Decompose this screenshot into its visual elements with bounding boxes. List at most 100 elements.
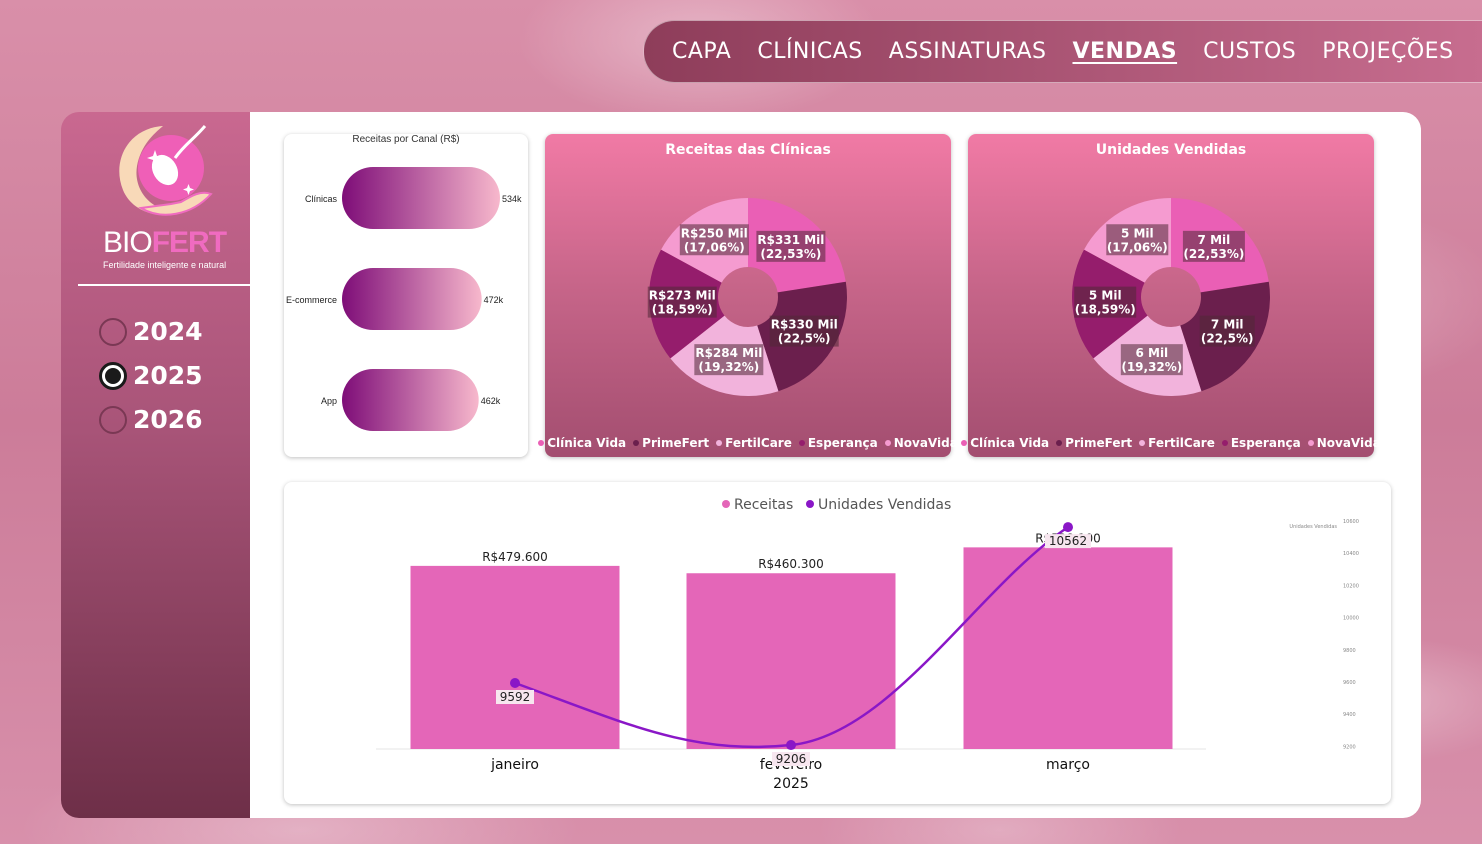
- channel-category-label: App: [321, 396, 337, 406]
- channel-chart-title: Receitas por Canal (R$): [352, 134, 460, 145]
- monthly-combo-chart: Receitas Unidades Vendidas R$479.600 janeir…: [376, 497, 1359, 792]
- month-tick-label: janeiro: [490, 757, 539, 773]
- radio-button[interactable]: [99, 361, 127, 390]
- units-point-label: 10562: [1049, 534, 1087, 548]
- pie-label-bg: [1199, 315, 1255, 347]
- legend-dot-receitas: [722, 500, 730, 508]
- nav-tab-1[interactable]: CLÍNICAS: [757, 39, 863, 64]
- revenue-bar: [963, 547, 1173, 749]
- year-label: 2024: [133, 317, 203, 346]
- legend-dot: [1221, 440, 1228, 446]
- legend-label: NovaVida: [1316, 436, 1381, 450]
- nav-tab-2[interactable]: ASSINATURAS: [888, 39, 1047, 64]
- radio-button[interactable]: [99, 317, 127, 346]
- legend-label: Clínica Vida: [547, 436, 627, 450]
- radio-button[interactable]: [99, 405, 127, 434]
- legend-item[interactable]: Clínica Vida: [961, 436, 1049, 450]
- legend-item[interactable]: NovaVida: [1307, 436, 1381, 450]
- legend-item[interactable]: Esperança: [798, 436, 878, 450]
- legend-item[interactable]: Clínica Vida: [538, 436, 626, 450]
- legend-item[interactable]: FertilCare: [716, 436, 792, 450]
- legend-dot: [1307, 440, 1314, 446]
- legend-item[interactable]: FertilCare: [1139, 436, 1215, 450]
- units-sold-card: Unidades Vendidas 7 Mil (22,53%) 7 Mil (22,…: [961, 134, 1381, 457]
- clinic-revenue-legend: Clínica Vida PrimeFert FertilCare Esperança…: [538, 436, 958, 450]
- legend-item[interactable]: NovaVida: [884, 436, 958, 450]
- legend-label: Esperança: [807, 436, 878, 450]
- units-sold-title: Unidades Vendidas: [1095, 142, 1247, 158]
- pie-data-label: R$330 Mil: [771, 318, 838, 332]
- secondary-axis-tick: 9800: [1343, 648, 1356, 654]
- pie-data-label: R$284 Mil: [695, 346, 762, 360]
- nav-tab-3[interactable]: VENDAS: [1072, 39, 1178, 64]
- legend-label: FertilCare: [725, 436, 792, 450]
- pie-data-label: (17,06%): [1107, 240, 1168, 254]
- nav-tab-5[interactable]: PROJEÇÕES: [1322, 39, 1454, 64]
- month-tick-label: março: [1046, 757, 1090, 773]
- pie-data-label: (22,53%): [1183, 247, 1244, 261]
- clinic-revenue-card: Receitas das Clínicas R$331 Mil (22,53%) R…: [538, 134, 958, 457]
- legend-dot: [633, 440, 640, 446]
- year-option-2024[interactable]: 2024: [99, 317, 203, 346]
- brand-tagline: Fertilidade inteligente e natural: [103, 260, 227, 270]
- biofert-logo: [101, 120, 221, 230]
- legend-dot: [961, 440, 968, 446]
- secondary-axis-tick: 10400: [1343, 551, 1359, 557]
- legend-dot: [538, 440, 545, 446]
- pie-data-label: (17,06%): [684, 240, 745, 254]
- pie-label-bg: [1106, 224, 1169, 256]
- year-option-2026[interactable]: 2026: [99, 405, 203, 434]
- channel-category-label: Clínicas: [305, 194, 338, 204]
- units-point-label: 9592: [500, 690, 531, 704]
- revenue-bar: [410, 565, 620, 749]
- units-point: [1063, 522, 1073, 533]
- pie-label-bg: [647, 286, 717, 318]
- revenue-bar-label: R$460.300: [758, 557, 824, 571]
- pie-data-label: R$273 Mil: [649, 289, 716, 303]
- pie-data-label: (22,53%): [760, 247, 821, 261]
- pie-data-label: 7 Mil: [1198, 233, 1231, 247]
- legend-item[interactable]: PrimeFert: [1056, 436, 1132, 450]
- channel-bar: [342, 369, 479, 431]
- revenue-bar-label: R$479.600: [482, 550, 548, 564]
- legend-dot: [1056, 440, 1063, 446]
- year-option-2025[interactable]: 2025: [99, 361, 203, 390]
- channel-bar: [342, 268, 482, 330]
- pie-label-bg: [694, 344, 764, 376]
- legend-dot-unidades: [806, 500, 814, 508]
- channel-value-label: 462k: [481, 396, 501, 406]
- units-label-bg: [496, 690, 534, 704]
- legend-label-unidades[interactable]: Unidades Vendidas: [818, 497, 951, 513]
- legend-label: Esperança: [1230, 436, 1301, 450]
- secondary-axis-tick: 10200: [1343, 583, 1359, 589]
- legend-label: PrimeFert: [1065, 436, 1133, 450]
- year-tick-label: 2025: [773, 776, 809, 792]
- channel-category-label: E-commerce: [286, 295, 337, 305]
- sidebar-divider: [78, 284, 250, 286]
- legend-dot: [884, 440, 891, 446]
- units-label-bg: [1045, 534, 1091, 549]
- secondary-axis-tick: 10000: [1343, 616, 1359, 622]
- revenue-bar: [686, 573, 896, 749]
- legend-dot: [798, 440, 805, 446]
- nav-tab-0[interactable]: CAPA: [672, 39, 732, 64]
- pie-data-label: (22,5%): [1201, 332, 1254, 346]
- main-panel: Receitas por Canal (R$) Clínicas 534k E-co…: [250, 112, 1421, 818]
- brand-name: BIOFERT: [103, 226, 227, 259]
- secondary-axis-tick: 9600: [1343, 680, 1356, 686]
- channel-bar: [342, 167, 500, 229]
- secondary-axis-title: Unidades Vendidas: [1289, 524, 1337, 530]
- pie-data-label: (18,59%): [1075, 303, 1136, 317]
- units-sold-legend: Clínica Vida PrimeFert FertilCare Esperança…: [961, 436, 1381, 450]
- legend-label-receitas[interactable]: Receitas: [734, 497, 793, 513]
- pie-label-bg: [756, 230, 826, 262]
- units-label-bg: [772, 752, 810, 767]
- legend-item[interactable]: PrimeFert: [633, 436, 709, 450]
- year-label: 2025: [133, 361, 203, 390]
- legend-label: NovaVida: [893, 436, 958, 450]
- legend-item[interactable]: Esperança: [1221, 436, 1301, 450]
- nav-tab-4[interactable]: CUSTOS: [1203, 39, 1297, 64]
- pie-data-label: R$331 Mil: [757, 233, 824, 247]
- pie-data-label: 7 Mil: [1211, 318, 1244, 332]
- pie-data-label: (18,59%): [652, 303, 713, 317]
